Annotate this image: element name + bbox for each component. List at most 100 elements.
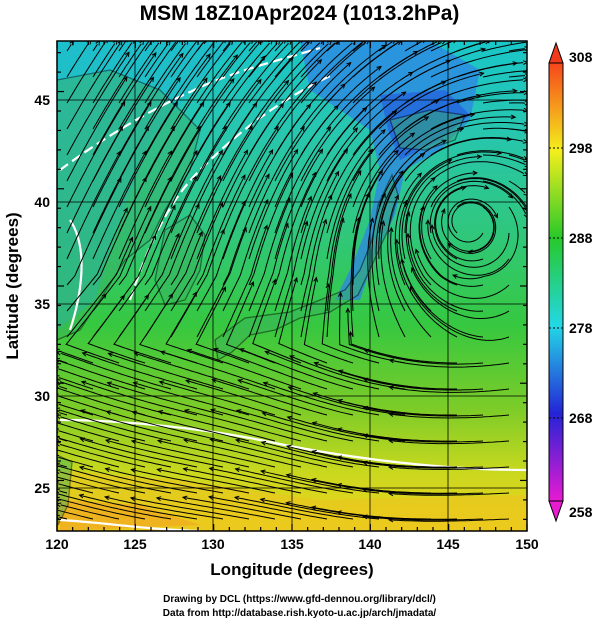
streamline <box>404 116 516 156</box>
streamline <box>421 172 477 260</box>
streamline <box>352 116 429 208</box>
streamline-arrow <box>476 154 483 160</box>
streamline-arrow <box>420 205 425 212</box>
streamline-arrow <box>322 218 328 225</box>
colorbar-label: 278 <box>569 320 593 336</box>
streamline <box>213 348 328 390</box>
streamline <box>144 43 169 78</box>
streamline <box>387 195 406 312</box>
streamline <box>133 382 250 416</box>
streamline <box>118 77 181 182</box>
x-tick-label: 125 <box>123 536 147 552</box>
streamline <box>248 59 322 156</box>
streamline <box>326 129 386 234</box>
streamline <box>92 77 154 182</box>
streamline <box>57 449 120 468</box>
streamline <box>118 205 176 312</box>
streamline-arrow <box>318 41 323 45</box>
streamline-arrow <box>378 169 383 176</box>
streamline <box>234 496 354 520</box>
streamline <box>508 128 525 132</box>
streamline-arrow <box>284 79 290 86</box>
y-tick-label: 45 <box>34 92 50 108</box>
streamline <box>132 411 250 442</box>
streamline <box>196 41 243 104</box>
streamline <box>59 412 68 416</box>
streamline-arrow <box>261 411 267 417</box>
streamline-arrow <box>393 149 399 156</box>
streamline <box>57 359 146 390</box>
streamline-arrow <box>155 496 162 501</box>
streamline-arrow <box>209 408 216 414</box>
streamline <box>363 461 484 469</box>
streamline-arrow <box>312 392 318 397</box>
streamline <box>508 75 525 78</box>
streamline <box>409 177 436 286</box>
streamline <box>274 41 284 52</box>
streamline-arrow <box>57 442 61 447</box>
streamline <box>66 177 122 286</box>
axis-ticks <box>56 41 528 531</box>
streamline <box>170 102 231 208</box>
streamline <box>394 172 422 286</box>
streamline <box>235 468 354 494</box>
streamline <box>170 126 227 234</box>
streamline <box>59 471 146 494</box>
streamline-arrow <box>460 185 467 191</box>
streamline-arrow <box>158 380 165 386</box>
streamline <box>262 412 380 442</box>
streamline <box>118 43 142 78</box>
streamline <box>452 206 519 280</box>
streamline <box>303 277 354 364</box>
streamline <box>184 409 302 442</box>
grid <box>57 41 527 531</box>
streamline <box>326 91 406 182</box>
streamline-arrow <box>310 477 317 483</box>
streamline-arrow <box>240 41 245 44</box>
streamline <box>289 355 406 390</box>
streamline-arrow <box>131 410 138 416</box>
streamline-arrow <box>362 514 368 520</box>
streamline-arrow <box>362 460 368 466</box>
streamline-arrow <box>175 232 180 239</box>
streamline-arrow <box>326 41 332 46</box>
streamline <box>430 79 524 104</box>
streamline <box>274 196 312 312</box>
streamline-arrow <box>485 41 490 45</box>
streamline <box>389 492 510 496</box>
streamline <box>364 349 484 365</box>
streamline-arrow <box>81 351 88 357</box>
streamline-arrow <box>387 465 394 470</box>
streamline <box>222 80 289 182</box>
streamline-arrow <box>128 236 134 243</box>
streamline <box>58 456 94 468</box>
streamline <box>156 497 276 520</box>
streamline <box>66 208 128 312</box>
colorbar: 308 298 288 278 268 258 <box>548 41 593 523</box>
streamline-arrow <box>216 174 222 181</box>
streamline <box>278 277 328 364</box>
streamline-arrow <box>211 378 217 383</box>
streamline <box>300 171 340 286</box>
streamline <box>367 218 380 338</box>
streamline-arrow <box>512 88 518 94</box>
streamline <box>378 48 486 104</box>
streamline-arrow <box>182 467 188 472</box>
streamline <box>131 440 250 468</box>
streamline-arrow <box>487 41 492 44</box>
streamline <box>66 76 128 182</box>
streamline <box>134 352 250 390</box>
x-axis-title: Longitude (degrees) <box>210 560 373 579</box>
streamline-arrow <box>336 510 342 515</box>
streamline-arrow <box>157 410 164 415</box>
streamline <box>209 496 328 520</box>
streamline <box>222 42 270 104</box>
streamline <box>363 489 484 495</box>
colorbar-bottom-arrow <box>548 500 564 523</box>
streamline <box>326 42 367 78</box>
streamline <box>404 151 502 208</box>
streamline <box>144 102 205 208</box>
streamline <box>248 41 258 52</box>
streamline-arrow <box>364 41 370 45</box>
streamline <box>300 41 364 104</box>
